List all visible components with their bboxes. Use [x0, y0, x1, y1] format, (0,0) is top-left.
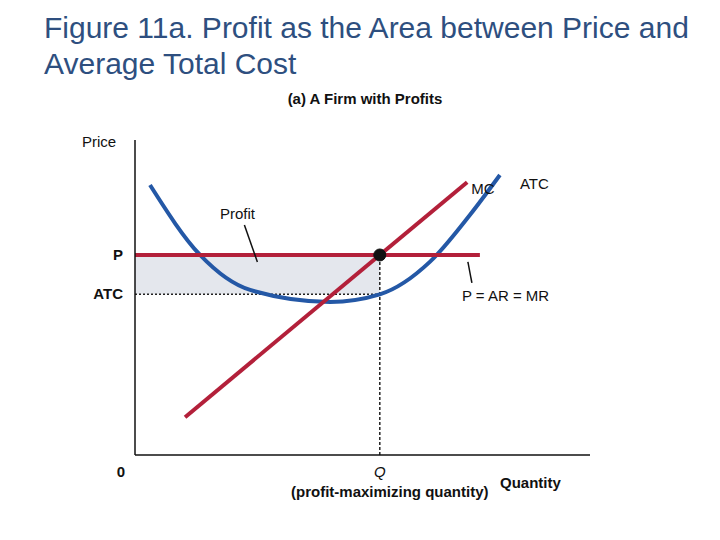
svg-text:Q: Q: [374, 463, 386, 480]
html-text:Figure 11a. Profit as the Area: Figure 11a. Profit as the Area between P…: [44, 11, 689, 80]
svg-text:ATC: ATC: [520, 175, 549, 192]
svg-text:0: 0: [117, 463, 125, 480]
svg-text:ATC: ATC: [93, 285, 123, 302]
html-text:Price: Price: [82, 133, 117, 150]
html-text:(a) A Firm with Profits: (a) A Firm with Profits: [287, 90, 443, 107]
svg-text:(profit-maximizing quantity): (profit-maximizing quantity): [291, 483, 489, 500]
svg-text:P = AR = MR: P = AR = MR: [462, 287, 549, 304]
html-text:Quantity: Quantity: [500, 474, 561, 491]
svg-text:P: P: [113, 246, 123, 263]
svg-text:Profit: Profit: [220, 205, 256, 222]
svg-text:MC: MC: [471, 180, 494, 197]
